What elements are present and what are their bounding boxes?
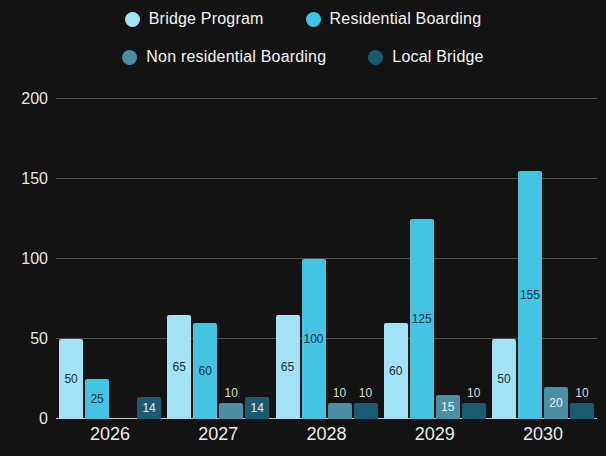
legend-item-label: Residential Boarding <box>330 10 482 28</box>
bar-value-label: 14 <box>142 401 155 415</box>
bar-residential-boarding-2030[interactable]: 155 <box>518 171 542 419</box>
bar-value-label: 100 <box>303 332 323 346</box>
x-tick-label: 2030 <box>523 424 563 445</box>
bar-group-2026: 5025142026 <box>56 99 164 419</box>
bar-local-bridge-2029[interactable]: 10 <box>462 403 486 419</box>
bar-residential-boarding-2026[interactable]: 25 <box>85 379 109 419</box>
legend-dot-icon <box>122 50 137 65</box>
bar-group-2030: 5015520102030 <box>489 99 597 419</box>
bar-value-label: 10 <box>359 386 372 400</box>
bar-residential-boarding-2028[interactable]: 100 <box>302 259 326 419</box>
bar-local-bridge-2027[interactable]: 14 <box>245 397 269 419</box>
y-tick-label: 0 <box>0 411 48 427</box>
legend-item-local-bridge[interactable]: Local Bridge <box>368 48 483 66</box>
bar-non-residential-boarding-2029[interactable]: 15 <box>436 395 460 419</box>
bar-value-label: 10 <box>467 386 480 400</box>
bar-value-label: 10 <box>225 386 238 400</box>
y-tick-label: 200 <box>0 91 48 107</box>
x-tick-label: 2029 <box>415 424 455 445</box>
bar-value-label: 10 <box>575 386 588 400</box>
bar-bridge-program-2030[interactable]: 50 <box>492 339 516 419</box>
bar-value-label: 60 <box>389 364 402 378</box>
bar-bridge-program-2026[interactable]: 50 <box>59 339 83 419</box>
bar-group-2029: 6012515102029 <box>381 99 489 419</box>
bar-residential-boarding-2027[interactable]: 60 <box>193 323 217 419</box>
x-tick-label: 2026 <box>90 424 130 445</box>
legend-item-bridge-program[interactable]: Bridge Program <box>125 10 264 28</box>
bar-value-label: 65 <box>281 360 294 374</box>
bar-non-residential-boarding-2028[interactable]: 10 <box>328 403 352 419</box>
y-tick-label: 50 <box>0 331 48 347</box>
bar-value-label: 50 <box>64 372 77 386</box>
bar-non-residential-boarding-2030[interactable]: 20 <box>544 387 568 419</box>
legend-item-label: Local Bridge <box>392 48 483 66</box>
bar-value-label: 60 <box>199 364 212 378</box>
bar-value-label: 25 <box>90 392 103 406</box>
bar-local-bridge-2028[interactable]: 10 <box>354 403 378 419</box>
y-axis: 050100150200 <box>0 99 48 419</box>
y-tick-label: 150 <box>0 171 48 187</box>
bar-value-label: 50 <box>497 372 510 386</box>
chart-legend: Bridge Program Residential Boarding Non re… <box>43 10 563 66</box>
legend-item-residential-boarding[interactable]: Residential Boarding <box>306 10 482 28</box>
bar-local-bridge-2030[interactable]: 10 <box>570 403 594 419</box>
bar-value-label: 10 <box>333 386 346 400</box>
bar-value-label: 20 <box>549 396 562 410</box>
bar-chart: Bridge Program Residential Boarding Non re… <box>0 0 606 456</box>
bar-local-bridge-2026[interactable]: 14 <box>137 397 161 419</box>
x-tick-label: 2028 <box>306 424 346 445</box>
bar-bridge-program-2027[interactable]: 65 <box>167 315 191 419</box>
bar-value-label: 15 <box>441 400 454 414</box>
plot-area: 5025142026656010142027651001010202860125… <box>56 99 597 419</box>
bar-non-residential-boarding-2027[interactable]: 10 <box>219 403 243 419</box>
bar-residential-boarding-2029[interactable]: 125 <box>410 219 434 419</box>
bar-value-label: 65 <box>173 360 186 374</box>
bar-value-label: 125 <box>412 312 432 326</box>
x-tick-label: 2027 <box>198 424 238 445</box>
bar-group-2027: 656010142027 <box>164 99 272 419</box>
legend-item-label: Bridge Program <box>149 10 264 28</box>
bar-bridge-program-2029[interactable]: 60 <box>384 323 408 419</box>
bar-value-label: 155 <box>520 288 540 302</box>
legend-dot-icon <box>368 50 383 65</box>
bar-value-label: 14 <box>251 401 264 415</box>
legend-item-label: Non residential Boarding <box>146 48 326 66</box>
y-tick-label: 100 <box>0 251 48 267</box>
bar-bridge-program-2028[interactable]: 65 <box>276 315 300 419</box>
legend-item-non-residential-boarding[interactable]: Non residential Boarding <box>122 48 326 66</box>
bar-group-2028: 6510010102028 <box>272 99 380 419</box>
legend-dot-icon <box>306 12 321 27</box>
legend-dot-icon <box>125 12 140 27</box>
